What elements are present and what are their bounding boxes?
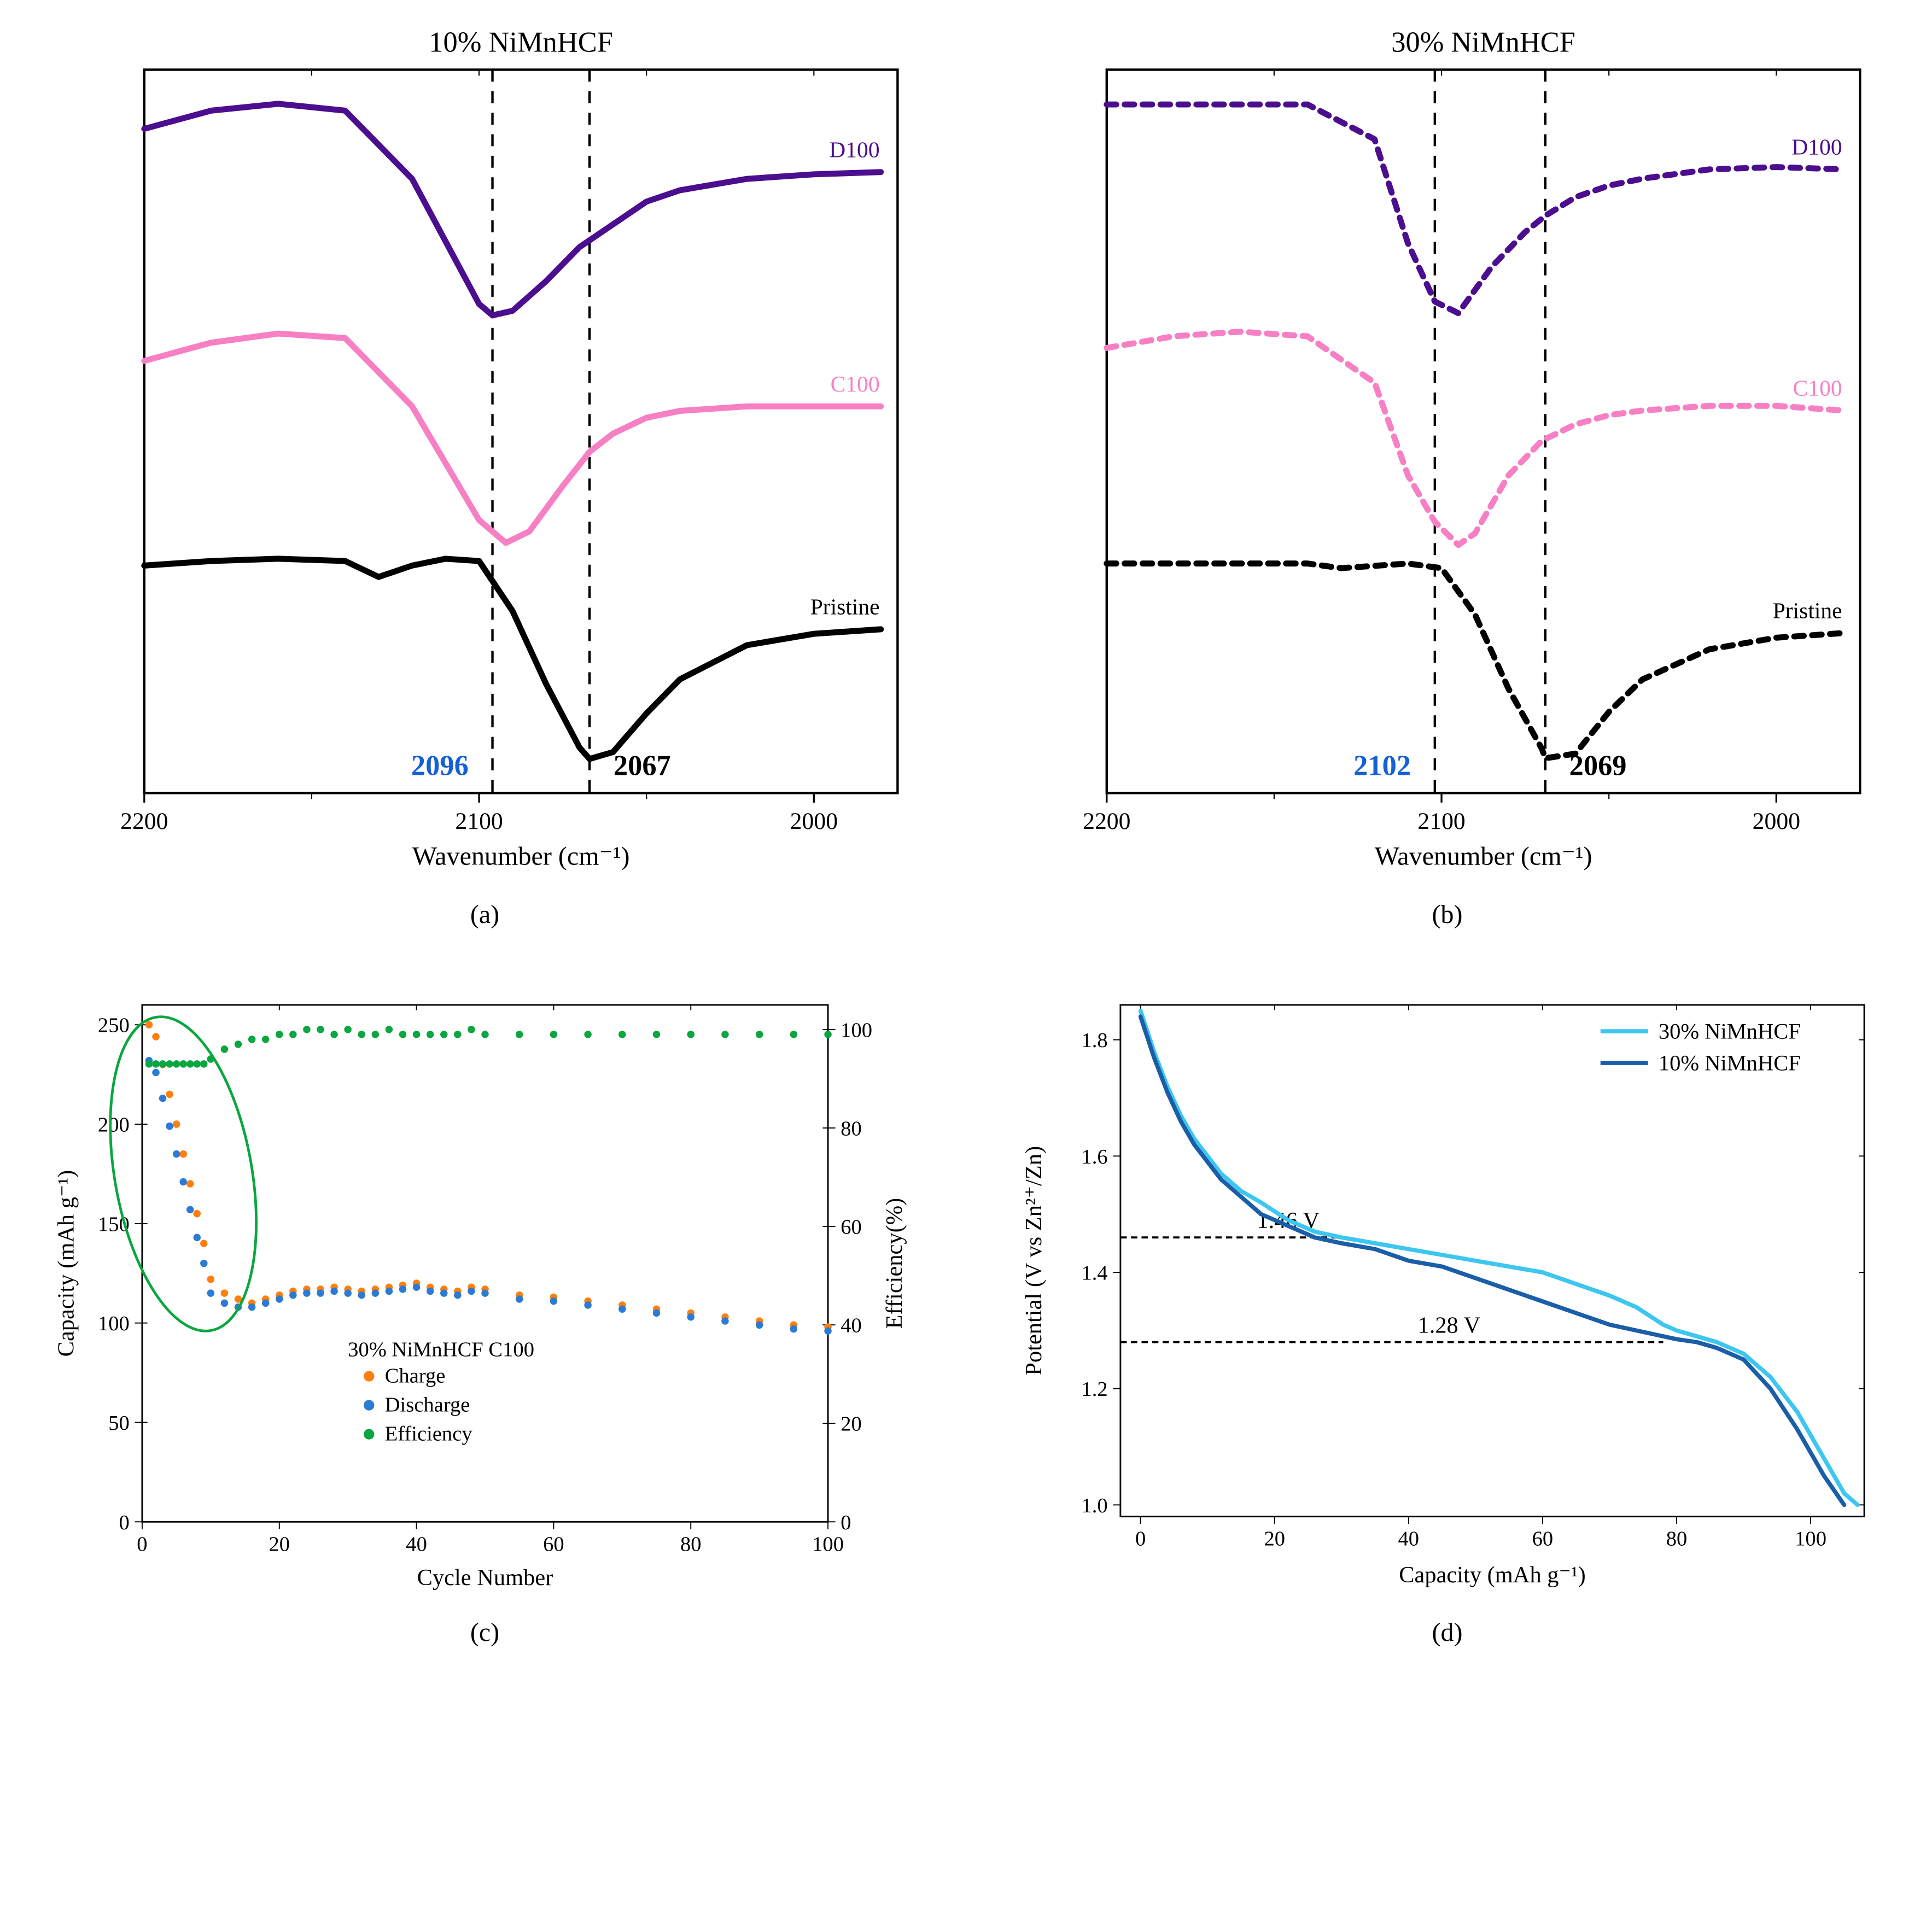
svg-text:C100: C100 xyxy=(1793,375,1842,400)
panel-a-plot: 10% NiMnHCF D100 C100 Pristine 2096 2067 2200 2… xyxy=(37,22,933,888)
svg-text:1.2: 1.2 xyxy=(1081,1378,1107,1401)
svg-text:Wavenumber (cm⁻¹): Wavenumber (cm⁻¹) xyxy=(1374,842,1592,871)
svg-text:Pristine: Pristine xyxy=(810,594,879,619)
svg-text:Discharge: Discharge xyxy=(384,1394,470,1417)
svg-text:2200: 2200 xyxy=(1083,808,1130,834)
figure-grid: 10% NiMnHCF D100 C100 Pristine 2096 2067 2200 2… xyxy=(37,22,1896,1647)
svg-text:60: 60 xyxy=(1532,1528,1553,1551)
svg-text:Capacity (mAh g⁻¹): Capacity (mAh g⁻¹) xyxy=(53,1170,79,1357)
svg-text:2000: 2000 xyxy=(790,808,837,834)
svg-text:C100: C100 xyxy=(830,371,879,396)
svg-text:0: 0 xyxy=(119,1511,129,1534)
svg-text:80: 80 xyxy=(680,1533,701,1556)
svg-text:Wavenumber (cm⁻¹): Wavenumber (cm⁻¹) xyxy=(412,842,629,871)
svg-text:40: 40 xyxy=(406,1533,427,1556)
svg-text:50: 50 xyxy=(108,1412,130,1435)
svg-text:30% NiMnHCF: 30% NiMnHCF xyxy=(1391,27,1575,59)
panel-a-caption: (a) xyxy=(470,899,499,930)
svg-text:0: 0 xyxy=(137,1533,147,1556)
svg-text:100: 100 xyxy=(840,1019,872,1042)
svg-text:Capacity (mAh g⁻¹): Capacity (mAh g⁻¹) xyxy=(1399,1563,1586,1588)
svg-text:20: 20 xyxy=(269,1533,290,1556)
svg-text:60: 60 xyxy=(840,1216,862,1239)
svg-text:20: 20 xyxy=(1264,1528,1285,1551)
svg-text:200: 200 xyxy=(97,1114,129,1137)
svg-text:10% NiMnHCF: 10% NiMnHCF xyxy=(429,27,613,59)
svg-text:Efficiency: Efficiency xyxy=(384,1423,472,1446)
svg-text:1.8: 1.8 xyxy=(1081,1030,1107,1053)
svg-text:Charge: Charge xyxy=(384,1365,445,1388)
svg-text:Cycle Number: Cycle Number xyxy=(417,1565,553,1591)
svg-text:100: 100 xyxy=(812,1533,844,1556)
svg-text:30% NiMnHCF: 30% NiMnHCF xyxy=(1658,1019,1800,1044)
svg-text:2100: 2100 xyxy=(455,808,503,834)
svg-text:D100: D100 xyxy=(829,137,879,162)
panel-c-plot: 020406080100050100150200250020406080100C… xyxy=(37,973,933,1606)
svg-text:2096: 2096 xyxy=(411,750,468,782)
panel-b-plot: 30% NiMnHCF D100 C100 Pristine 2102 2069 2200 2… xyxy=(999,22,1896,888)
svg-text:250: 250 xyxy=(97,1014,129,1037)
svg-text:2067: 2067 xyxy=(613,750,670,782)
svg-text:0: 0 xyxy=(840,1511,851,1534)
panel-b-caption: (b) xyxy=(1432,899,1463,930)
svg-text:10% NiMnHCF: 10% NiMnHCF xyxy=(1658,1051,1800,1075)
svg-text:2102: 2102 xyxy=(1353,750,1411,782)
svg-text:1.6: 1.6 xyxy=(1081,1145,1107,1168)
panel-d-plot: 0204060801001.01.21.41.61.81.46 V1.28 VC… xyxy=(999,973,1896,1606)
panel-a: 10% NiMnHCF D100 C100 Pristine 2096 2067 2200 2… xyxy=(37,22,933,930)
svg-text:Efficiency(%): Efficiency(%) xyxy=(882,1198,907,1329)
panel-c: 020406080100050100150200250020406080100C… xyxy=(37,973,933,1647)
panel-c-caption: (c) xyxy=(470,1617,499,1647)
panel-b: 30% NiMnHCF D100 C100 Pristine 2102 2069 2200 2… xyxy=(999,22,1896,930)
svg-text:40: 40 xyxy=(840,1314,862,1337)
svg-text:2000: 2000 xyxy=(1752,808,1800,834)
svg-text:40: 40 xyxy=(1398,1528,1419,1551)
svg-text:60: 60 xyxy=(543,1533,564,1556)
svg-text:D100: D100 xyxy=(1791,134,1842,159)
svg-text:80: 80 xyxy=(1666,1528,1687,1551)
panel-d-caption: (d) xyxy=(1432,1617,1463,1647)
svg-text:100: 100 xyxy=(97,1313,129,1336)
svg-text:Potential (V vs Zn²⁺/Zn): Potential (V vs Zn²⁺/Zn) xyxy=(1021,1146,1047,1376)
svg-text:Pristine: Pristine xyxy=(1772,598,1842,623)
panel-d: 0204060801001.01.21.41.61.81.46 V1.28 VC… xyxy=(999,973,1896,1647)
svg-text:30% NiMnHCF C100: 30% NiMnHCF C100 xyxy=(348,1338,534,1361)
svg-text:100: 100 xyxy=(1795,1528,1826,1551)
svg-text:1.0: 1.0 xyxy=(1081,1494,1107,1517)
svg-text:1.28 V: 1.28 V xyxy=(1417,1313,1480,1338)
svg-text:80: 80 xyxy=(840,1118,862,1141)
svg-text:0: 0 xyxy=(1135,1528,1146,1551)
svg-text:2200: 2200 xyxy=(120,808,168,834)
svg-text:2100: 2100 xyxy=(1417,808,1465,834)
svg-text:2069: 2069 xyxy=(1569,750,1626,782)
svg-text:1.4: 1.4 xyxy=(1081,1262,1107,1285)
svg-text:20: 20 xyxy=(840,1413,862,1436)
